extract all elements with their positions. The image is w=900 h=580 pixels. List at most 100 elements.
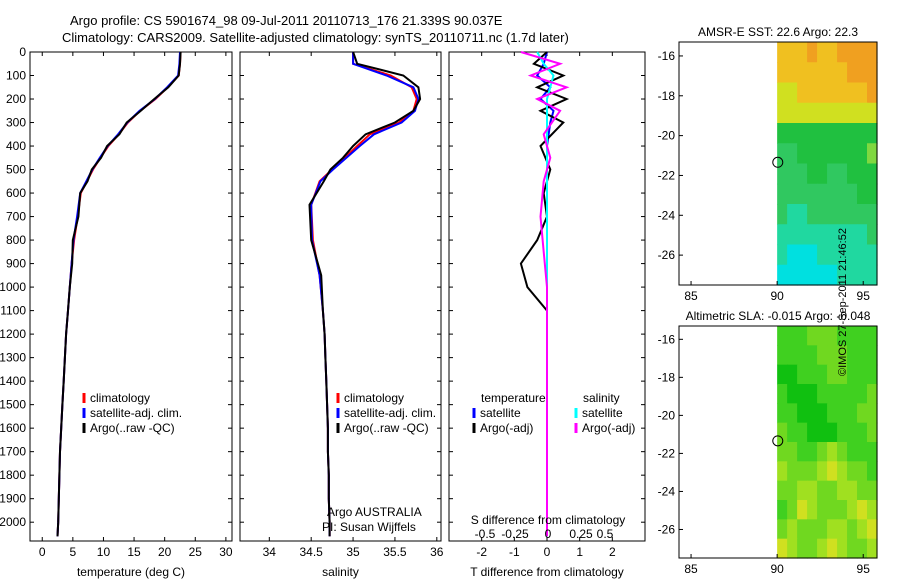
sla-cell: [857, 364, 868, 385]
sst-cell: [797, 183, 808, 205]
sst-cell: [807, 244, 818, 266]
legend-label: satellite: [480, 406, 521, 420]
sst-cell: [867, 62, 878, 84]
depth-tick-label: 800: [6, 233, 26, 247]
difference-xtick-label: 2: [609, 545, 616, 559]
sla-cell: [777, 345, 788, 366]
sla-cell: [827, 480, 838, 501]
depth-tick-label: 1500: [0, 398, 26, 412]
title-line-2: Climatology: CARS2009. Satellite-adjuste…: [62, 30, 569, 45]
sla-map-panel: Altimetric SLA: -0.015 Argo: -0.048 85 90 9…: [658, 309, 878, 576]
sst-cell: [817, 163, 828, 185]
sst-ytick-label: -18: [658, 89, 676, 103]
sla-cell: [787, 422, 798, 443]
sst-cell: [787, 42, 798, 63]
depth-tick-label: 1700: [0, 445, 26, 459]
sla-cell: [807, 519, 818, 540]
sst-cell: [837, 62, 848, 84]
sst-cell: [867, 264, 878, 286]
sla-cell: [867, 345, 878, 366]
sla-cell: [787, 403, 798, 424]
depth-tick-label: 1200: [0, 327, 26, 341]
sla-cell: [867, 500, 878, 520]
sst-cell: [817, 264, 828, 286]
sla-cell: [837, 480, 848, 501]
sst-cell: [817, 62, 828, 84]
sla-cell: [787, 384, 798, 404]
sst-cell: [787, 82, 798, 104]
legend-title-temperature: temperature: [481, 391, 546, 405]
sst-cell: [807, 82, 818, 104]
sla-cell: [867, 422, 878, 443]
sla-cell: [807, 345, 818, 366]
temperature-panel: 0 5 10 15 20 25 300100200300400500600700800900…: [0, 45, 233, 579]
annotation-line-1: Argo AUSTRALIA: [327, 505, 422, 519]
sst-cell: [867, 183, 878, 205]
legend-label: climatology: [344, 391, 404, 405]
diff-s-tick-label: 0: [545, 527, 552, 541]
depth-tick-label: 600: [6, 186, 26, 200]
sla-cell: [797, 326, 808, 346]
sla-cell: [837, 345, 848, 366]
sst-cell: [857, 82, 868, 104]
sla-cell: [847, 538, 858, 559]
legend-label: satellite-adj. clim.: [90, 406, 182, 420]
sst-cell: [837, 102, 848, 124]
sst-cell: [807, 123, 818, 144]
sst-cell: [777, 224, 788, 246]
sst-cell: [847, 204, 858, 225]
difference-xtick-label: -1: [509, 545, 520, 559]
difference-xlabel: T difference from climatology: [470, 565, 624, 579]
sst-cell: [797, 163, 808, 185]
sst-cell: [847, 102, 858, 124]
sla-cell: [807, 422, 818, 443]
depth-tick-label: 300: [6, 116, 26, 130]
diff-top-xlabel: S difference from climatology: [471, 513, 626, 527]
sla-cell: [857, 500, 868, 520]
sla-cell: [817, 538, 828, 559]
sla-cell: [837, 461, 848, 482]
sla-cell: [817, 422, 828, 443]
sla-xtick-label: 85: [684, 562, 698, 576]
sla-cell: [847, 519, 858, 540]
sst-ytick-label: -16: [658, 49, 676, 63]
sst-cell: [857, 62, 868, 84]
sla-cell: [817, 480, 828, 501]
sst-cell: [847, 123, 858, 144]
sla-cell: [827, 500, 838, 520]
sst-cell: [827, 82, 838, 104]
sla-cell: [827, 345, 838, 366]
sla-cell: [857, 519, 868, 540]
sla-cell: [777, 500, 788, 520]
sla-cell: [787, 461, 798, 482]
sla-cell: [827, 422, 838, 443]
sla-cell: [807, 500, 818, 520]
sla-cell: [857, 538, 868, 559]
sst-cell: [827, 62, 838, 84]
sla-cell: [777, 326, 788, 346]
legend-title-salinity: salinity: [583, 391, 620, 405]
sst-cell: [827, 244, 838, 266]
sst-cell: [797, 244, 808, 266]
sst-cell: [777, 62, 788, 84]
sst-cell: [827, 123, 838, 144]
sst-map-panel: AMSR-E SST: 22.6 Argo: 22.3 85 90 95 -16 -18 -…: [658, 25, 878, 303]
sla-cell: [787, 500, 798, 520]
sst-cell: [857, 264, 868, 286]
sst-ytick-label: -22: [658, 168, 676, 182]
sst-cell: [837, 42, 848, 63]
depth-tick-label: 1300: [0, 351, 26, 365]
sla-cell: [857, 422, 868, 443]
sst-cell: [797, 62, 808, 84]
sla-cell: [847, 403, 858, 424]
sla-cell: [787, 538, 798, 559]
sla-cell: [807, 538, 818, 559]
depth-tick-label: 1900: [0, 492, 26, 506]
sla-cell: [817, 403, 828, 424]
sla-cell: [827, 364, 838, 385]
sla-cell: [857, 442, 868, 462]
depth-tick-label: 1100: [0, 304, 26, 318]
sst-cell: [867, 82, 878, 104]
sst-cell: [847, 264, 858, 286]
